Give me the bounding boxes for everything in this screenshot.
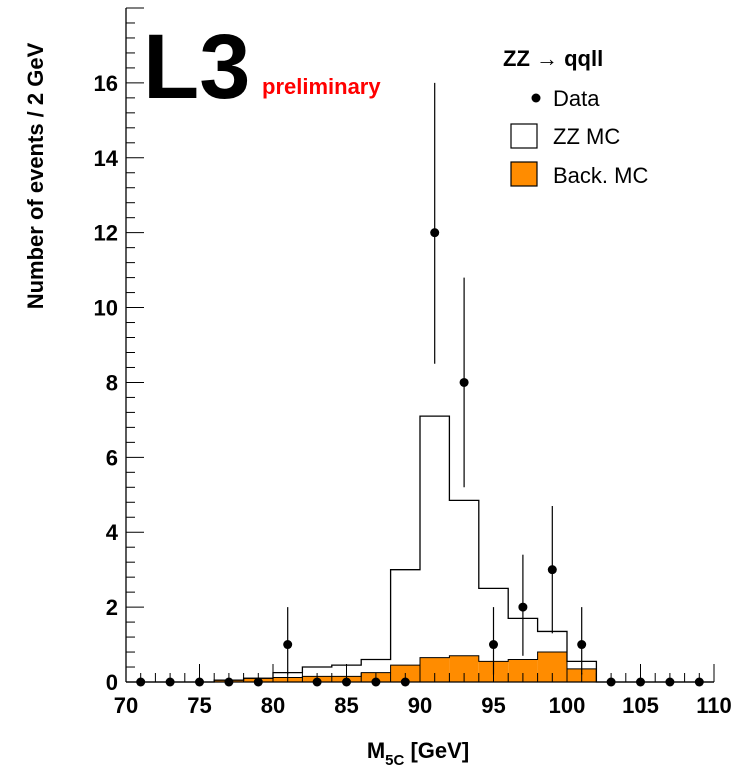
data-point (547, 565, 557, 575)
x-tick-label: 75 (187, 693, 211, 718)
x-tick-label: 80 (261, 693, 285, 718)
data-point (430, 228, 440, 238)
logo-main: L3 (143, 16, 250, 118)
y-tick-label: 12 (94, 221, 118, 246)
axes (125, 7, 715, 683)
logo-preliminary: preliminary (262, 74, 381, 99)
x-tick-label: 105 (622, 693, 659, 718)
legend-zz-mc-swatch (510, 123, 538, 149)
back-mc-bar (508, 659, 538, 682)
legend-entry-zz-mc: ZZ MC (553, 124, 620, 149)
y-tick-label: 0 (106, 670, 118, 695)
data-point (577, 640, 587, 650)
legend-title: ZZ → qqll (503, 46, 603, 71)
y-tick-label: 2 (106, 595, 118, 620)
legend-data-marker (531, 93, 541, 103)
legend-entry-data: Data (553, 86, 600, 111)
x-tick-label: 100 (549, 693, 586, 718)
x-axis-title: M5C [GeV] (367, 738, 469, 769)
data-point (459, 377, 469, 387)
x-tick-label: 90 (408, 693, 432, 718)
legend-back-mc-swatch (510, 161, 538, 187)
y-tick-label: 14 (94, 146, 119, 171)
y-axis-title: Number of events / 2 GeV (23, 42, 48, 309)
zz-mc-step-line (126, 415, 714, 683)
y-tick-label: 16 (94, 71, 118, 96)
background-mc-bars (126, 651, 714, 683)
x-tick-label: 110 (696, 693, 732, 718)
data-point (489, 640, 498, 650)
y-tick-label: 8 (106, 370, 118, 395)
y-tick-label: 4 (106, 520, 119, 545)
data-point (518, 602, 528, 612)
data-points (136, 82, 704, 687)
zz-mc-histogram (126, 415, 714, 683)
legend: ZZ → qqll Data ZZ MC Back. MC (503, 46, 648, 188)
x-tick-label: 70 (114, 693, 138, 718)
tick-labels: 70 75 80 85 90 95 100 105 110 0 2 4 6 8 10 12 14 16 (94, 71, 732, 718)
y-tick-label: 10 (94, 296, 118, 321)
data-point (283, 640, 293, 650)
legend-entry-back-mc: Back. MC (553, 163, 648, 188)
x-tick-label: 85 (334, 693, 358, 718)
x-tick-label: 95 (481, 693, 505, 718)
y-tick-label: 6 (106, 445, 118, 470)
